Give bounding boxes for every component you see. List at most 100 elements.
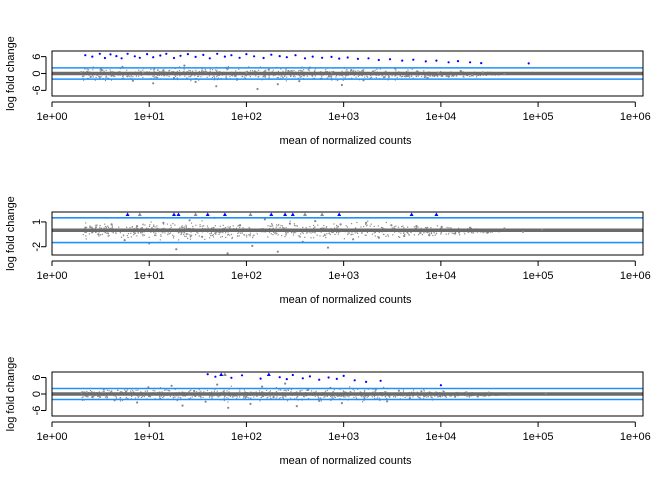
density-point (235, 75, 237, 77)
density-point (326, 233, 328, 235)
density-point (176, 70, 178, 72)
data-point (342, 374, 345, 377)
data-point (435, 59, 438, 62)
density-point (353, 69, 355, 71)
density-point (436, 75, 438, 77)
density-point (424, 74, 426, 76)
density-point (275, 387, 277, 389)
density-point (415, 76, 417, 78)
data-point (125, 390, 128, 393)
density-point (217, 77, 219, 79)
data-point (401, 59, 404, 62)
out-of-range-triangle (193, 212, 198, 216)
density-point (339, 75, 341, 77)
density-point (307, 69, 309, 71)
density-point (92, 69, 94, 71)
data-point (469, 61, 472, 64)
density-point (176, 400, 178, 402)
density-point (168, 233, 171, 235)
density-point (479, 75, 481, 77)
data-point (239, 224, 242, 227)
density-point (264, 75, 267, 77)
density-point (285, 390, 287, 392)
density-point (374, 69, 376, 71)
density-point (126, 235, 128, 237)
density-point (371, 396, 373, 398)
density-point (148, 225, 150, 227)
data-point (230, 376, 233, 379)
data-point (201, 235, 204, 238)
density-point (439, 395, 441, 397)
density-point (358, 74, 360, 76)
density-point (153, 77, 155, 79)
data-point (371, 70, 374, 73)
density-point (285, 227, 287, 229)
out-of-range-triangle (269, 212, 274, 216)
density-point (124, 389, 126, 391)
density-point (86, 70, 89, 72)
density-point (433, 74, 435, 77)
density-point (453, 75, 455, 77)
density-point (284, 389, 286, 391)
density-point (363, 399, 365, 401)
density-point (334, 227, 336, 229)
data-point (159, 54, 162, 57)
x-tick-label: 1e+00 (37, 270, 68, 282)
density-point (342, 79, 344, 81)
density-point (290, 70, 292, 72)
density-point (190, 397, 192, 399)
density-point (369, 225, 371, 227)
y-tick-label: 6 (31, 374, 43, 380)
density-point (369, 77, 371, 79)
density-point (308, 68, 310, 70)
data-point (204, 70, 207, 73)
density-point (154, 390, 156, 392)
density-point (187, 237, 189, 239)
x-tick-label: 1e+05 (523, 111, 554, 123)
density-point (99, 76, 101, 78)
density-point (406, 395, 408, 397)
density-point (227, 68, 229, 70)
density-point (470, 227, 472, 229)
data-point (98, 52, 101, 55)
density-point (382, 227, 384, 229)
density-point (277, 77, 279, 79)
density-point (446, 226, 448, 229)
density-point (341, 395, 343, 397)
density-point (406, 75, 409, 77)
data-point (84, 226, 87, 229)
density-point (216, 69, 218, 71)
density-point (100, 70, 102, 72)
density-point (299, 391, 301, 393)
density-point (285, 80, 287, 82)
density-point (298, 70, 300, 72)
data-point (365, 221, 368, 224)
density-point (444, 396, 446, 398)
data-point (420, 390, 423, 393)
density-point (417, 75, 419, 77)
density-point (405, 71, 408, 73)
density-point (224, 396, 226, 398)
density-point (327, 76, 330, 78)
data-point (249, 402, 252, 405)
data-point (188, 219, 191, 222)
density-point (213, 390, 215, 392)
density-point (388, 77, 390, 79)
density-point (306, 231, 308, 233)
density-point (421, 76, 423, 78)
density-point (228, 388, 230, 390)
data-point (272, 396, 275, 399)
density-point (402, 389, 404, 391)
density-point (183, 68, 185, 70)
density-point (174, 224, 176, 226)
density-point (94, 79, 96, 81)
density-point (244, 391, 246, 393)
density-point (207, 227, 209, 229)
density-point (470, 75, 472, 77)
density-point (85, 396, 88, 398)
density-point (275, 226, 277, 228)
out-of-range-triangle (320, 212, 325, 216)
density-point (239, 389, 241, 391)
density-point (424, 395, 426, 397)
density-point (418, 234, 420, 236)
